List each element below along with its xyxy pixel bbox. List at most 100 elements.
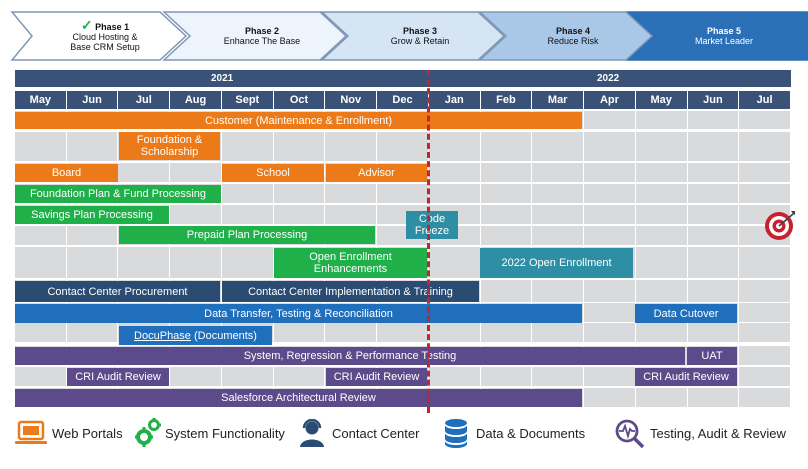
bar-data-transfer: Data Transfer, Testing & Reconciliation (15, 304, 582, 323)
grid-cell (66, 247, 119, 278)
month-header-cell: Dec (377, 91, 429, 109)
phase-2-line-1: Enhance The Base (223, 36, 301, 46)
grid-cell (739, 132, 791, 161)
phase-3-chevron-icon (320, 11, 506, 61)
phase-5-line-1: Market Leader (694, 36, 754, 46)
phase-5: Phase 5 Market Leader (626, 10, 808, 62)
grid-cell (532, 323, 585, 342)
grid-cell (584, 323, 636, 342)
month-header-cell: Apr (584, 91, 636, 109)
month-header-cell: Jul (739, 91, 791, 109)
grid-cell (532, 132, 585, 161)
month-header-cell: Jan (428, 91, 481, 109)
phase-2-title: Phase 2 (244, 26, 280, 36)
grid-cell (635, 205, 688, 224)
grid-cell (739, 388, 791, 407)
grid-cell (532, 280, 585, 302)
grid-cell (584, 303, 636, 322)
month-header-cell: Mar (532, 91, 585, 109)
docuphase-label: DocuPhase (Documents) (134, 329, 257, 342)
grid-cell (584, 388, 636, 407)
grid-cell (739, 303, 791, 322)
grid-cell (325, 323, 378, 342)
grid-cell (739, 184, 791, 203)
phase-4-title: Phase 4 (555, 26, 591, 36)
month-header-cell: Jun (687, 91, 740, 109)
grid-cell (273, 205, 326, 224)
month-header-cell: Jun (66, 91, 119, 109)
bar-docuphase: DocuPhase (Documents) (119, 326, 272, 345)
grid-cell (428, 132, 481, 161)
grid-cell (170, 247, 222, 278)
grid-cell (739, 247, 791, 278)
bar-cri-audit-2: CRI Audit Review (326, 368, 427, 386)
bar-2022-open-enrollment: 2022 Open Enrollment (480, 248, 633, 278)
phase-3: Phase 3 Grow & Retain (320, 10, 506, 62)
month-header-cell: Aug (170, 91, 222, 109)
grid-cell (221, 184, 274, 203)
legend-web-portals: Web Portals (14, 418, 123, 448)
grid-cell (118, 163, 171, 182)
grid-cell (739, 163, 791, 182)
grid-cell (377, 184, 429, 203)
year-2022-label: 2022 (597, 73, 620, 84)
grid-cell (635, 226, 688, 245)
legend-system-functionality: System Functionality (135, 418, 285, 448)
grid-cell (739, 367, 791, 386)
grid-cell (221, 132, 274, 161)
grid-cell (221, 205, 274, 224)
grid-cell (170, 163, 222, 182)
month-header-cell: May (15, 91, 67, 109)
headset-user-icon (300, 419, 324, 447)
grid-cell (15, 247, 67, 278)
grid-cell (325, 205, 378, 224)
grid-cell (635, 184, 688, 203)
grid-cell (170, 367, 222, 386)
grid-cell (15, 367, 67, 386)
month-header-cell: Feb (480, 91, 533, 109)
bar-code-freeze: Code Freeze (406, 211, 458, 239)
grid-cell (532, 367, 585, 386)
bar-customer: Customer (Maintenance & Enrollment) (15, 112, 582, 129)
database-icon (445, 419, 467, 448)
bar-data-cutover: Data Cutover (635, 304, 737, 323)
month-header-cell: Jul (118, 91, 171, 109)
grid-cell (584, 163, 636, 182)
legend-contact-center: Contact Center (298, 418, 419, 448)
bar-advisor: Advisor (326, 164, 427, 182)
grid-cell (635, 247, 688, 278)
grid-cell (15, 132, 67, 161)
grid-cell (635, 163, 688, 182)
grid-cell (687, 132, 740, 161)
grid-cell (739, 323, 791, 342)
grid-cell (687, 388, 740, 407)
bar-open-enrollment: Open Enrollment Enhancements (274, 248, 427, 278)
grid-cell (687, 163, 740, 182)
phase-1-line-2: Base CRM Setup (70, 42, 140, 52)
grid-cell (532, 205, 585, 224)
bar-prepaid-plan: Prepaid Plan Processing (119, 226, 375, 244)
month-header-row: May Jun Jul Aug Sept Oct Nov Dec Jan Feb Mar Apr May… (15, 91, 791, 109)
phase-3-line-1: Grow & Retain (390, 36, 450, 46)
grid-cell (325, 184, 378, 203)
grid-cell (584, 367, 636, 386)
gears-icon (135, 418, 161, 447)
current-date-marker (427, 70, 430, 413)
grid-cell (532, 163, 585, 182)
grid-cell (480, 226, 533, 245)
grid-cell (66, 323, 119, 342)
grid-cell (584, 184, 636, 203)
legend-data-documents-label: Data & Documents (476, 425, 586, 441)
grid-cell (687, 247, 740, 278)
bar-school: School (222, 164, 324, 182)
grid-cell (221, 247, 274, 278)
grid-cell (584, 111, 636, 129)
bar-uat: UAT (687, 347, 737, 365)
month-header-cell: May (635, 91, 688, 109)
bar-board: Board (15, 164, 118, 182)
grid-cell (325, 132, 378, 161)
grid-cell (66, 226, 119, 245)
grid-cell (273, 323, 326, 342)
legend-testing-audit-label: Testing, Audit & Review (650, 425, 786, 441)
laptop-icon (15, 420, 47, 444)
